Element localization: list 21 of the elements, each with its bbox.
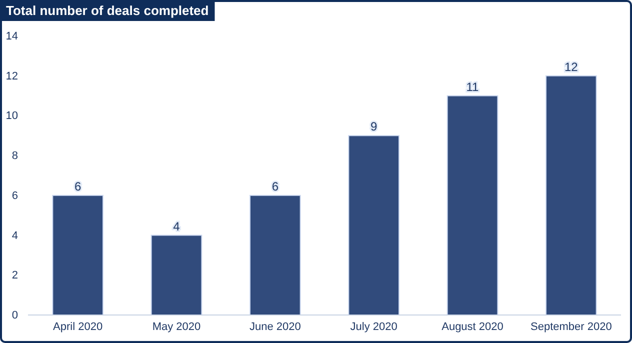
x-tick-label: September 2020	[530, 320, 612, 333]
y-tick-label: 10	[6, 110, 18, 122]
y-tick-label: 12	[6, 70, 18, 82]
data-label: 12	[564, 60, 578, 74]
data-label: 9	[370, 120, 378, 134]
x-tick-label: May 2020	[152, 320, 201, 333]
data-label: 6	[272, 179, 279, 194]
x-tick-label: July 2020	[350, 320, 398, 333]
y-tick-label: 6	[12, 190, 18, 202]
data-label: 4	[173, 219, 180, 234]
y-tick-label: 0	[12, 310, 18, 322]
x-tick-label: June 2020	[249, 320, 301, 333]
x-tick-label: April 2020	[53, 320, 103, 333]
y-tick-label: 4	[12, 230, 18, 242]
chart-title: Total number of deals completed	[6, 3, 209, 18]
data-label: 11	[466, 80, 480, 94]
y-tick-label: 2	[12, 270, 18, 282]
data-label: 6	[74, 179, 82, 194]
y-tick-label: 8	[12, 150, 18, 162]
y-tick-label: 14	[6, 30, 18, 43]
x-tick-label: August 2020	[442, 320, 504, 333]
